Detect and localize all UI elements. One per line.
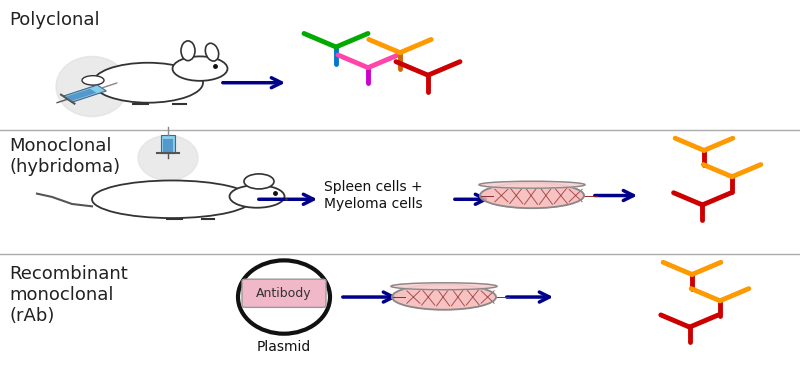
Ellipse shape [181, 41, 195, 61]
Ellipse shape [206, 43, 218, 61]
Text: Recombinant
monoclonal
(rAb): Recombinant monoclonal (rAb) [10, 265, 128, 325]
FancyBboxPatch shape [242, 279, 326, 308]
Polygon shape [66, 89, 96, 101]
Text: Plasmid: Plasmid [257, 340, 311, 354]
Ellipse shape [391, 283, 497, 290]
Ellipse shape [244, 174, 274, 189]
Ellipse shape [230, 185, 285, 208]
Ellipse shape [92, 180, 252, 218]
Ellipse shape [138, 135, 198, 180]
Ellipse shape [82, 76, 104, 85]
Polygon shape [161, 135, 175, 153]
Ellipse shape [56, 56, 128, 117]
Ellipse shape [480, 183, 584, 208]
Text: Spleen cells +
Myeloma cells: Spleen cells + Myeloma cells [324, 180, 422, 211]
Polygon shape [163, 139, 173, 152]
Text: Antibody: Antibody [256, 287, 312, 300]
Ellipse shape [479, 181, 585, 188]
Ellipse shape [173, 56, 227, 81]
Text: Polyclonal: Polyclonal [10, 11, 100, 29]
Ellipse shape [392, 284, 496, 310]
Ellipse shape [93, 63, 203, 103]
Text: Monoclonal
(hybridoma): Monoclonal (hybridoma) [10, 137, 121, 176]
Polygon shape [63, 85, 106, 102]
